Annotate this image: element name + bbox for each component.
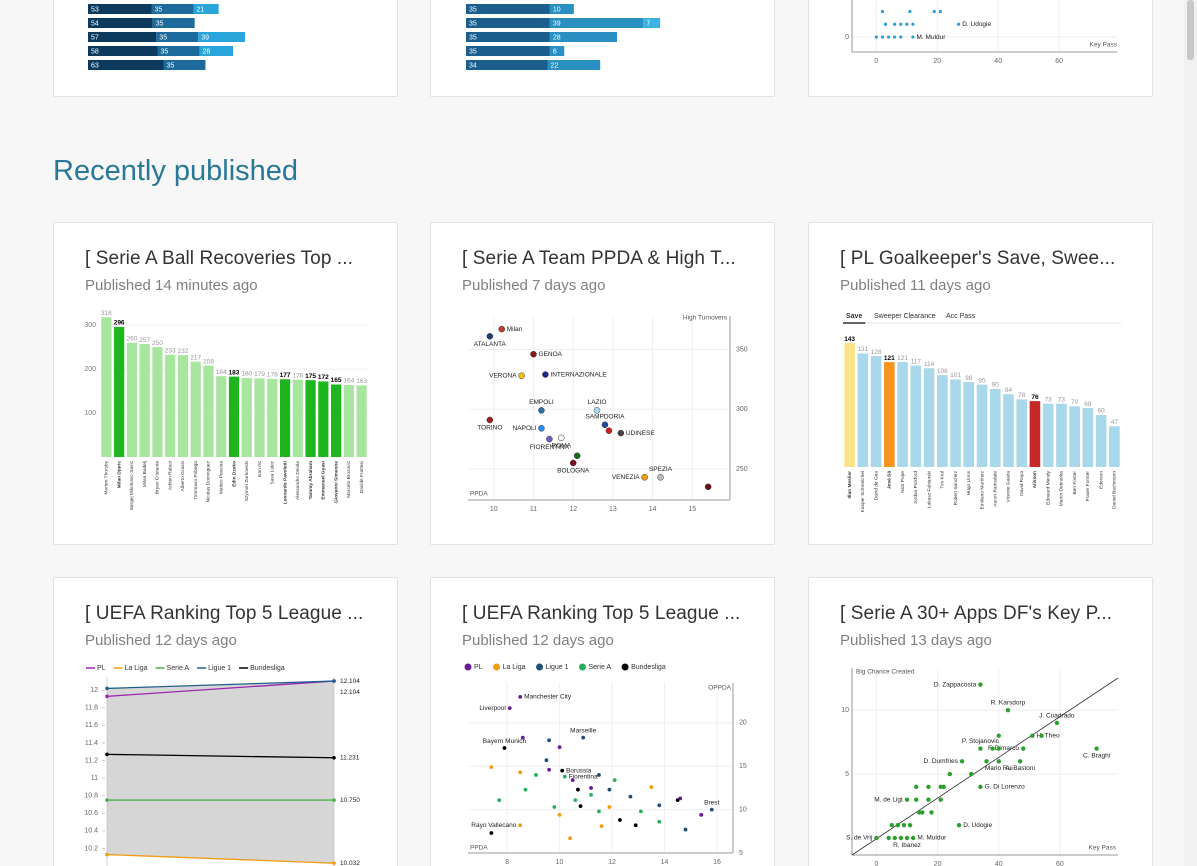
published-time: Published 11 days ago (840, 277, 991, 294)
published-time: Published 13 days ago (840, 632, 992, 649)
card[interactable] (53, 0, 398, 97)
card-title[interactable]: [ UEFA Ranking Top 5 League ... (85, 603, 364, 624)
card-title[interactable]: [ Serie A Team PPDA & High T... (462, 248, 736, 269)
published-time: Published 12 days ago (462, 632, 614, 649)
card-title[interactable]: [ PL Goalkeeper's Save, Swee... (840, 248, 1116, 269)
card[interactable]: [ UEFA Ranking Top 5 League ... Published… (430, 577, 775, 866)
card[interactable]: [ Serie A Team PPDA & High T... Published… (430, 222, 775, 545)
scrollbar-track (1184, 0, 1197, 866)
published-time: Published 14 minutes ago (85, 277, 258, 294)
card-title[interactable]: [ Serie A 30+ Apps DF's Key P... (840, 603, 1113, 624)
card[interactable] (430, 0, 775, 97)
card[interactable]: [ Serie A 30+ Apps DF's Key P... Publishe… (808, 577, 1153, 866)
published-time: Published 7 days ago (462, 277, 606, 294)
card[interactable]: [ Serie A Ball Recoveries Top ... Publish… (53, 222, 398, 545)
section-title: Recently published (53, 155, 299, 187)
card-title[interactable]: [ UEFA Ranking Top 5 League ... (462, 603, 741, 624)
card[interactable]: [ PL Goalkeeper's Save, Swee... Published… (808, 222, 1153, 545)
scrollbar-thumb[interactable] (1187, 0, 1194, 60)
card[interactable]: [ UEFA Ranking Top 5 League ... Published… (53, 577, 398, 866)
card-title[interactable]: [ Serie A Ball Recoveries Top ... (85, 248, 354, 269)
published-time: Published 12 days ago (85, 632, 237, 649)
card[interactable] (808, 0, 1153, 97)
